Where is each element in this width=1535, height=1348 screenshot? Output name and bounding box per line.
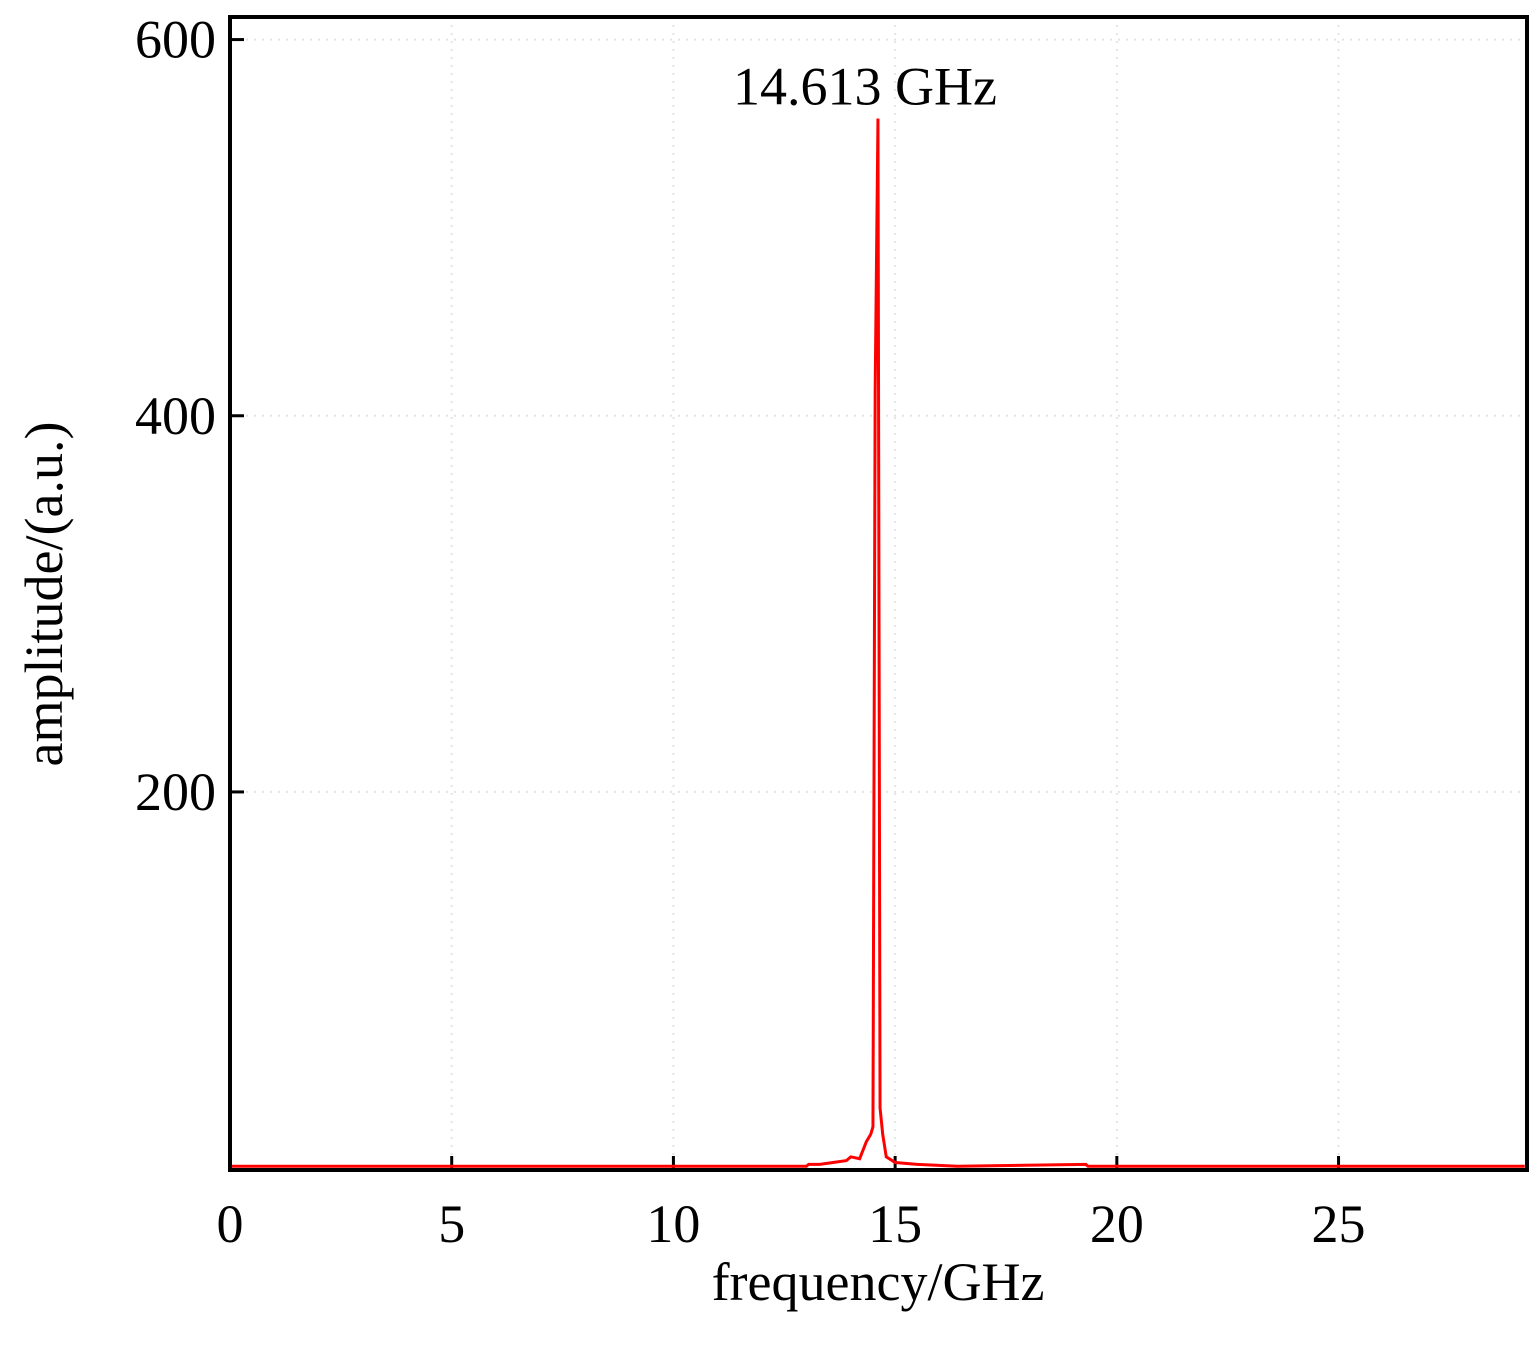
x-axis-label: frequency/GHz [712, 1252, 1045, 1312]
x-tick-label: 5 [438, 1194, 465, 1254]
x-tick-label: 10 [646, 1194, 700, 1254]
peak-annotation: 14.613 GHz [733, 57, 997, 117]
spectrum-line [230, 118, 1525, 1168]
y-tick-label: 400 [135, 386, 216, 446]
x-tick-label: 20 [1090, 1194, 1144, 1254]
y-axis-label: amplitude/(a.u.) [14, 422, 74, 767]
y-tick-label: 200 [135, 762, 216, 822]
x-tick-label: 15 [868, 1194, 922, 1254]
x-tick-label: 0 [217, 1194, 244, 1254]
plot-frame [228, 15, 1529, 1172]
x-tick-label: 25 [1312, 1194, 1366, 1254]
y-tick-label: 600 [135, 10, 216, 70]
